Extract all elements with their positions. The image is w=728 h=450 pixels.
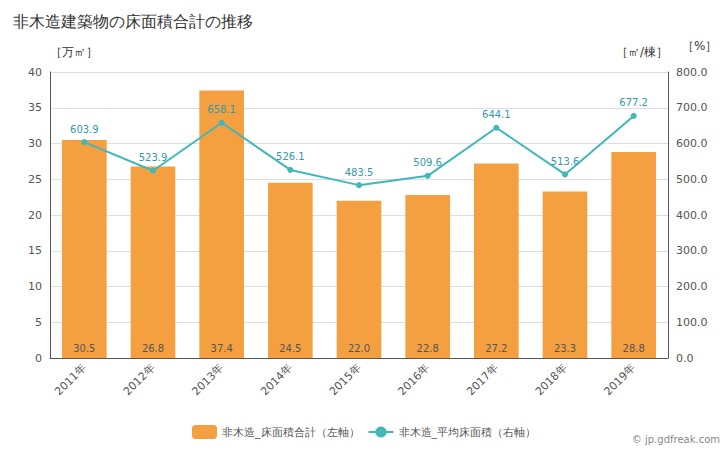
svg-text:非木造建築物の床面積合計の推移: 非木造建築物の床面積合計の推移 — [13, 12, 253, 31]
svg-text:2018年: 2018年 — [533, 361, 570, 398]
svg-text:2016年: 2016年 — [396, 361, 433, 398]
svg-text:700.0: 700.0 — [676, 101, 708, 114]
svg-text:20: 20 — [28, 209, 42, 222]
svg-text:2011年: 2011年 — [52, 361, 89, 398]
svg-text:［万㎡］: ［万㎡］ — [50, 45, 98, 59]
svg-text:600.0: 600.0 — [676, 137, 708, 150]
svg-text:22.8: 22.8 — [417, 343, 439, 354]
svg-text:30.5: 30.5 — [73, 343, 95, 354]
svg-text:526.1: 526.1 — [276, 151, 305, 162]
svg-text:26.8: 26.8 — [142, 343, 164, 354]
svg-text:非木造_平均床面積（右軸）: 非木造_平均床面積（右軸） — [399, 426, 537, 439]
svg-text:658.1: 658.1 — [207, 104, 236, 115]
svg-text:27.2: 27.2 — [485, 343, 507, 354]
svg-text:10: 10 — [28, 280, 42, 293]
svg-text:300.0: 300.0 — [676, 244, 708, 257]
svg-text:25: 25 — [28, 173, 42, 186]
svg-text:509.6: 509.6 — [413, 157, 442, 168]
svg-text:2019年: 2019年 — [602, 361, 639, 398]
svg-text:22.0: 22.0 — [348, 343, 370, 354]
svg-text:513.6: 513.6 — [551, 156, 580, 167]
svg-text:30: 30 — [28, 137, 42, 150]
svg-text:28.8: 28.8 — [623, 343, 645, 354]
svg-text:677.2: 677.2 — [619, 97, 648, 108]
svg-text:23.3: 23.3 — [554, 343, 576, 354]
svg-text:2013年: 2013年 — [190, 361, 227, 398]
svg-text:2014年: 2014年 — [258, 361, 295, 398]
svg-text:523.9: 523.9 — [139, 152, 168, 163]
svg-text:37.4: 37.4 — [211, 343, 233, 354]
svg-text:0.0: 0.0 — [676, 352, 694, 365]
svg-text:© jp.gdfreak.com: © jp.gdfreak.com — [632, 434, 720, 445]
svg-text:100.0: 100.0 — [676, 316, 708, 329]
svg-text:500.0: 500.0 — [676, 173, 708, 186]
svg-text:［㎡/棟］: ［㎡/棟］ — [616, 45, 668, 59]
svg-text:483.5: 483.5 — [345, 167, 374, 178]
svg-text:2017年: 2017年 — [464, 361, 501, 398]
svg-text:400.0: 400.0 — [676, 209, 708, 222]
svg-text:15: 15 — [28, 244, 42, 257]
svg-text:200.0: 200.0 — [676, 280, 708, 293]
svg-text:603.9: 603.9 — [70, 124, 99, 135]
svg-text:35: 35 — [28, 101, 42, 114]
svg-text:24.5: 24.5 — [279, 343, 301, 354]
svg-text:40: 40 — [28, 66, 42, 79]
svg-text:5: 5 — [35, 316, 42, 329]
svg-text:644.1: 644.1 — [482, 109, 511, 120]
svg-text:0: 0 — [35, 352, 42, 365]
svg-text:［%］: ［%］ — [682, 39, 717, 53]
svg-text:2012年: 2012年 — [121, 361, 158, 398]
svg-text:2015年: 2015年 — [327, 361, 364, 398]
svg-text:800.0: 800.0 — [676, 66, 708, 79]
svg-text:非木造_床面積合計（左軸）: 非木造_床面積合計（左軸） — [222, 426, 360, 439]
